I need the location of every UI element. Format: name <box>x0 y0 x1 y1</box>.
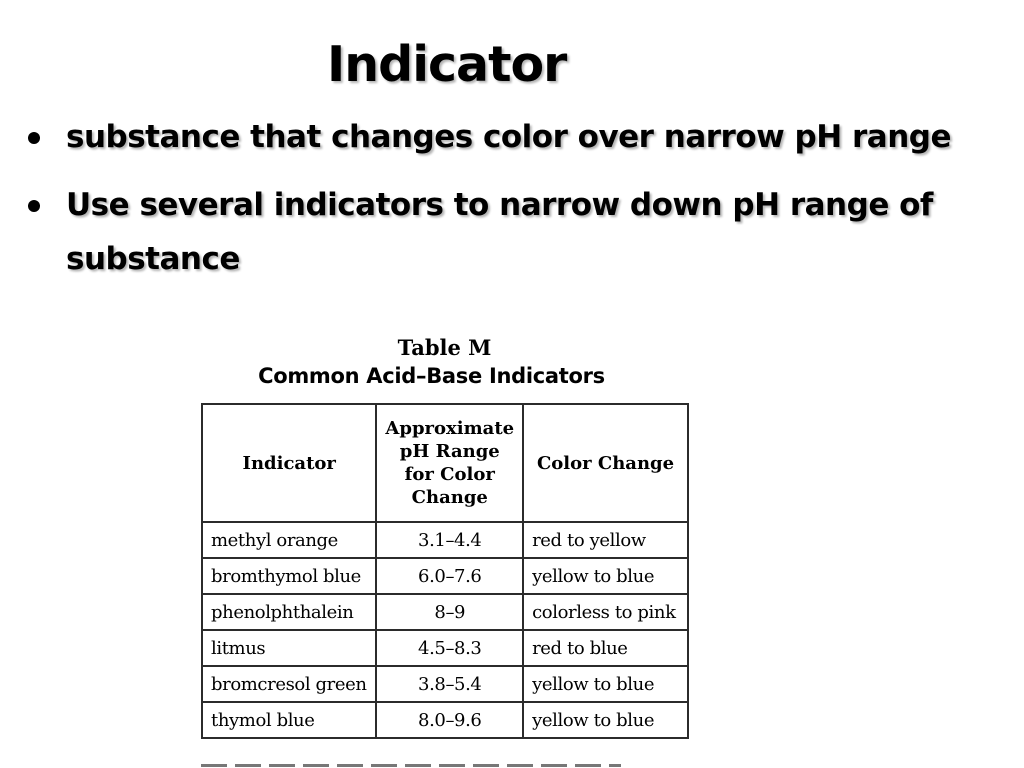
cell-color-change: red to blue <box>522 629 689 667</box>
cell-indicator: litmus <box>200 629 378 667</box>
bullet-list: substance that changes color over narrow… <box>24 110 1004 300</box>
cell-ph-range: 4.5–8.3 <box>375 629 525 667</box>
bullet-dot-icon <box>28 132 40 144</box>
cell-ph-range: 8.0–9.6 <box>375 701 525 739</box>
cell-ph-range: 3.1–4.4 <box>375 521 525 559</box>
column-header-ph-range: Approximate pH Range for Color Change <box>375 403 525 523</box>
column-header-color-change: Color Change <box>522 403 689 523</box>
cropped-source-note <box>201 761 621 768</box>
table-header-row: Indicator Approximate pH Range for Color… <box>200 403 689 523</box>
cell-color-change: yellow to blue <box>522 701 689 739</box>
cell-color-change: yellow to blue <box>522 665 689 703</box>
bullet-item: substance that changes color over narrow… <box>24 110 1004 164</box>
indicators-table: Indicator Approximate pH Range for Color… <box>200 403 689 739</box>
cell-color-change: red to yellow <box>522 521 689 559</box>
cell-color-change: yellow to blue <box>522 557 689 595</box>
bullet-item: Use several indicators to narrow down pH… <box>24 178 1004 286</box>
cell-ph-range: 8–9 <box>375 593 525 631</box>
cell-ph-range: 3.8–5.4 <box>375 665 525 703</box>
table-caption: Table M Common Acid–Base Indicators <box>201 334 688 390</box>
cell-indicator: methyl orange <box>200 521 378 559</box>
cell-ph-range: 6.0–7.6 <box>375 557 525 595</box>
cell-indicator: phenolphthalein <box>200 593 378 631</box>
table-row: thymol blue 8.0–9.6 yellow to blue <box>200 701 689 739</box>
slide-title: Indicator <box>327 36 567 93</box>
bullet-dot-icon <box>28 200 40 212</box>
bullet-text: substance that changes color over narrow… <box>66 119 951 155</box>
cell-indicator: bromthymol blue <box>200 557 378 595</box>
table-row: bromcresol green 3.8–5.4 yellow to blue <box>200 665 689 703</box>
table-title: Common Acid–Base Indicators <box>258 364 605 388</box>
table-number: Table M <box>397 335 492 360</box>
cell-indicator: thymol blue <box>200 701 378 739</box>
table-row: litmus 4.5–8.3 red to blue <box>200 629 689 667</box>
bullet-text: Use several indicators to narrow down pH… <box>66 187 933 277</box>
table-row: bromthymol blue 6.0–7.6 yellow to blue <box>200 557 689 595</box>
column-header-indicator: Indicator <box>200 403 378 523</box>
table-row: methyl orange 3.1–4.4 red to yellow <box>200 521 689 559</box>
cell-color-change: colorless to pink <box>522 593 689 631</box>
cell-indicator: bromcresol green <box>200 665 378 703</box>
table-row: phenolphthalein 8–9 colorless to pink <box>200 593 689 631</box>
